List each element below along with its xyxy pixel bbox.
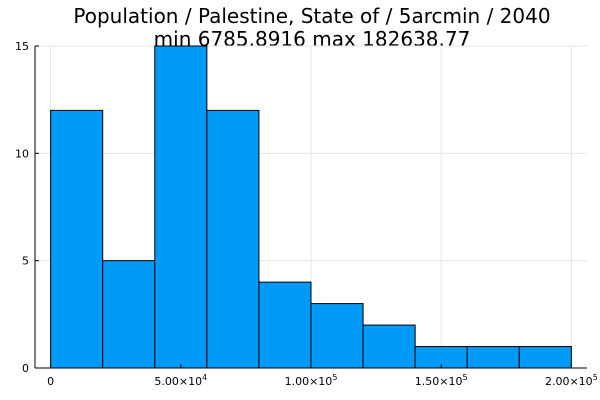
y-axis-ticks: 0 5 10 15 <box>15 40 39 375</box>
y-tick-label: 5 <box>22 255 29 268</box>
x-tick-label: 0 <box>47 375 54 388</box>
x-tick-label: 1.50×105 <box>415 373 468 388</box>
x-tick-label: 1.00×105 <box>285 373 338 388</box>
histogram-bar <box>206 109 260 369</box>
histogram-bar <box>466 346 520 369</box>
y-tick-label: 10 <box>15 147 29 160</box>
histogram-bar <box>518 346 572 369</box>
y-tick-label: 15 <box>15 40 29 53</box>
histogram-bar <box>50 109 104 369</box>
x-tick-exponent: 5 <box>332 373 337 382</box>
histogram-bar <box>258 281 312 369</box>
x-tick-exponent: 4 <box>202 373 207 382</box>
histogram-bar <box>362 324 416 369</box>
histogram-bar <box>154 45 208 369</box>
x-tick-label: 2.00×105 <box>545 373 598 388</box>
chart-title: Population / Palestine, State of / 5arcm… <box>73 4 550 28</box>
histogram-bar <box>310 303 364 369</box>
histogram-bar <box>102 260 156 369</box>
x-tick-label: 5.00×104 <box>154 373 207 388</box>
y-tick-label: 0 <box>22 362 29 375</box>
x-tick-exponent: 5 <box>463 373 468 382</box>
x-axis-ticks: 0 5.00×104 1.00×105 1.50×105 2.00×105 <box>47 364 598 388</box>
bars <box>50 45 572 369</box>
x-tick-exponent: 5 <box>593 373 598 382</box>
